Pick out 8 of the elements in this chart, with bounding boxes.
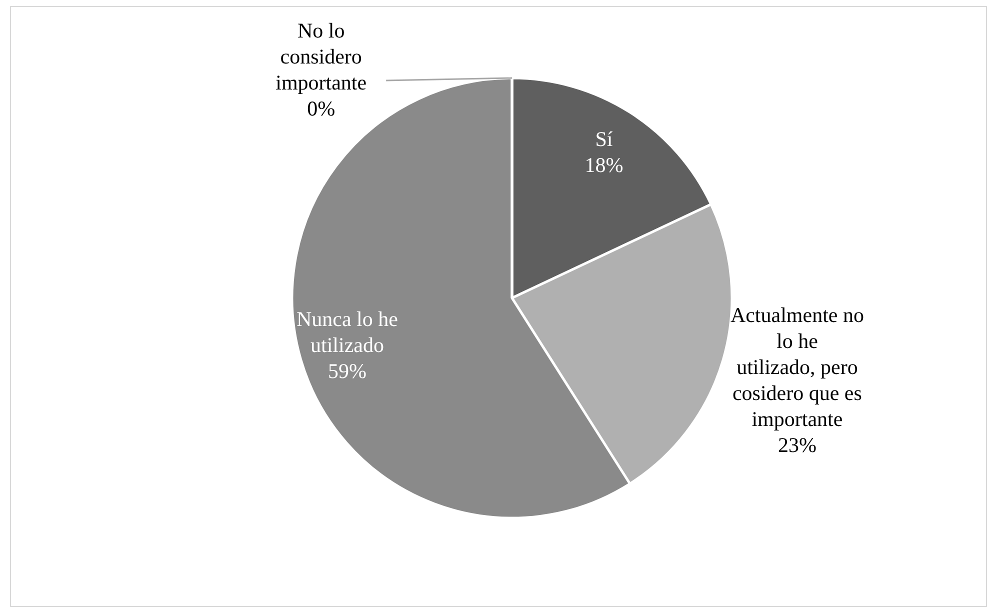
slice-label: Nunca lo he utilizado xyxy=(296,306,398,357)
category-label: No lo considero importante xyxy=(276,18,367,94)
data-label: 23% xyxy=(778,432,816,457)
data-label: 18% xyxy=(584,153,624,178)
text: 0% xyxy=(307,96,336,120)
data-label: 59% xyxy=(328,358,366,383)
slice-label: Sí xyxy=(595,127,613,152)
slice-label: Actualmente no lo he utilizado, pero cosidero que es importante xyxy=(730,302,864,431)
